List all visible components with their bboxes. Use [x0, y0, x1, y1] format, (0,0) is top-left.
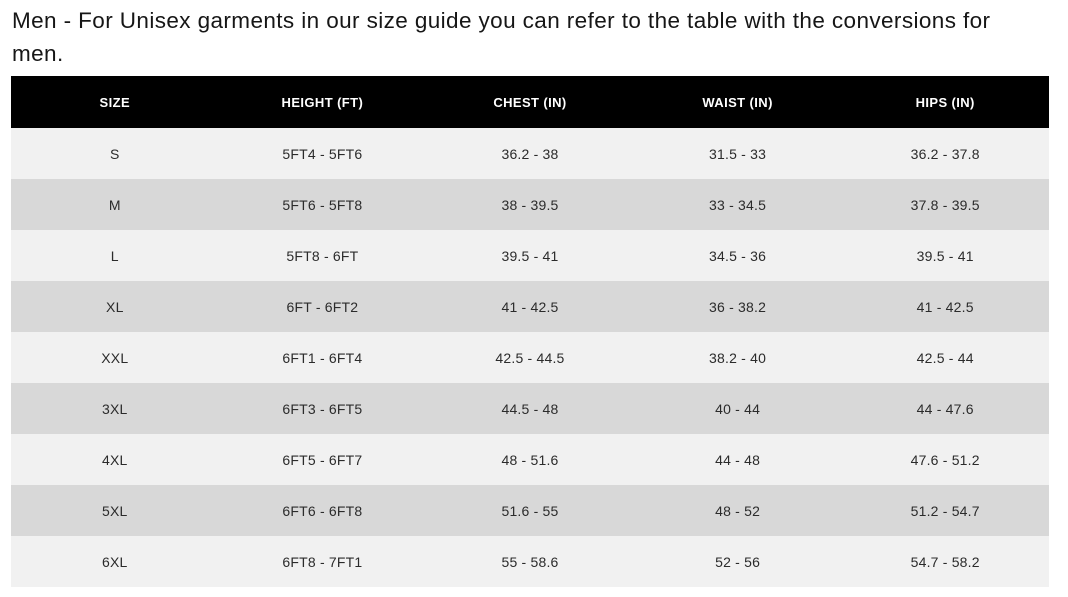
size-guide-heading: Men - For Unisex garments in our size gu…: [12, 8, 991, 66]
table-row: 3XL 6FT3 - 6FT5 44.5 - 48 40 - 44 44 - 4…: [11, 383, 1049, 434]
chest-cell: 44.5 - 48: [426, 383, 634, 434]
size-cell: L: [11, 230, 219, 281]
height-cell: 6FT6 - 6FT8: [218, 485, 427, 536]
size-cell: 3XL: [11, 383, 219, 434]
size-cell: M: [11, 179, 219, 230]
waist-cell: 31.5 - 33: [633, 128, 842, 179]
column-header-height: HEIGHT (FT): [218, 76, 427, 128]
height-cell: 6FT1 - 6FT4: [218, 332, 427, 383]
size-cell: XXL: [11, 332, 219, 383]
table-row: 4XL 6FT5 - 6FT7 48 - 51.6 44 - 48 47.6 -…: [11, 434, 1049, 485]
size-conversion-table: SIZE HEIGHT (FT) CHEST (IN) WAIST (IN) H…: [11, 76, 1049, 587]
hips-cell: 44 - 47.6: [841, 383, 1049, 434]
size-cell: S: [11, 128, 219, 179]
table-row: XXL 6FT1 - 6FT4 42.5 - 44.5 38.2 - 40 42…: [11, 332, 1049, 383]
size-cell: 5XL: [11, 485, 219, 536]
hips-cell: 37.8 - 39.5: [841, 179, 1049, 230]
height-cell: 5FT8 - 6FT: [218, 230, 427, 281]
table-row: XL 6FT - 6FT2 41 - 42.5 36 - 38.2 41 - 4…: [11, 281, 1049, 332]
hips-cell: 41 - 42.5: [841, 281, 1049, 332]
table-row: L 5FT8 - 6FT 39.5 - 41 34.5 - 36 39.5 - …: [11, 230, 1049, 281]
hips-cell: 54.7 - 58.2: [841, 536, 1049, 587]
table-row: 5XL 6FT6 - 6FT8 51.6 - 55 48 - 52 51.2 -…: [11, 485, 1049, 536]
size-cell: 6XL: [11, 536, 219, 587]
column-header-size: SIZE: [11, 76, 219, 128]
waist-cell: 33 - 34.5: [633, 179, 842, 230]
hips-cell: 47.6 - 51.2: [841, 434, 1049, 485]
waist-cell: 34.5 - 36: [633, 230, 842, 281]
chest-cell: 48 - 51.6: [426, 434, 634, 485]
waist-cell: 52 - 56: [633, 536, 842, 587]
hips-cell: 39.5 - 41: [841, 230, 1049, 281]
waist-cell: 48 - 52: [633, 485, 842, 536]
hips-cell: 42.5 - 44: [841, 332, 1049, 383]
waist-cell: 36 - 38.2: [633, 281, 842, 332]
chest-cell: 51.6 - 55: [426, 485, 634, 536]
height-cell: 5FT4 - 5FT6: [218, 128, 427, 179]
height-cell: 6FT - 6FT2: [218, 281, 427, 332]
waist-cell: 38.2 - 40: [633, 332, 842, 383]
size-cell: XL: [11, 281, 219, 332]
waist-cell: 44 - 48: [633, 434, 842, 485]
size-cell: 4XL: [11, 434, 219, 485]
height-cell: 6FT5 - 6FT7: [218, 434, 427, 485]
chest-cell: 36.2 - 38: [426, 128, 634, 179]
hips-cell: 51.2 - 54.7: [841, 485, 1049, 536]
chest-cell: 39.5 - 41: [426, 230, 634, 281]
table-row: 6XL 6FT8 - 7FT1 55 - 58.6 52 - 56 54.7 -…: [11, 536, 1049, 587]
chest-cell: 42.5 - 44.5: [426, 332, 634, 383]
height-cell: 6FT8 - 7FT1: [218, 536, 427, 587]
column-header-chest: CHEST (IN): [426, 76, 634, 128]
table-header-row: SIZE HEIGHT (FT) CHEST (IN) WAIST (IN) H…: [11, 76, 1049, 128]
table-row: M 5FT6 - 5FT8 38 - 39.5 33 - 34.5 37.8 -…: [11, 179, 1049, 230]
column-header-waist: WAIST (IN): [633, 76, 842, 128]
hips-cell: 36.2 - 37.8: [841, 128, 1049, 179]
column-header-hips: HIPS (IN): [841, 76, 1049, 128]
height-cell: 5FT6 - 5FT8: [218, 179, 427, 230]
height-cell: 6FT3 - 6FT5: [218, 383, 427, 434]
waist-cell: 40 - 44: [633, 383, 842, 434]
chest-cell: 41 - 42.5: [426, 281, 634, 332]
chest-cell: 38 - 39.5: [426, 179, 634, 230]
table-row: S 5FT4 - 5FT6 36.2 - 38 31.5 - 33 36.2 -…: [11, 128, 1049, 179]
chest-cell: 55 - 58.6: [426, 536, 634, 587]
